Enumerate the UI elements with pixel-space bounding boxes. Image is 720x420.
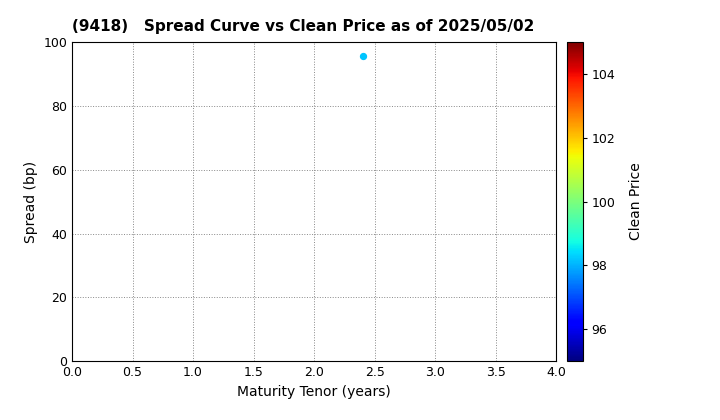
Point: [356, 53, 368, 60]
Y-axis label: Spread (bp): Spread (bp): [24, 160, 37, 243]
Y-axis label: Clean Price: Clean Price: [629, 163, 643, 241]
X-axis label: Maturity Tenor (years): Maturity Tenor (years): [237, 385, 391, 399]
Text: (9418)   Spread Curve vs Clean Price as of 2025/05/02: (9418) Spread Curve vs Clean Price as of…: [72, 19, 534, 34]
